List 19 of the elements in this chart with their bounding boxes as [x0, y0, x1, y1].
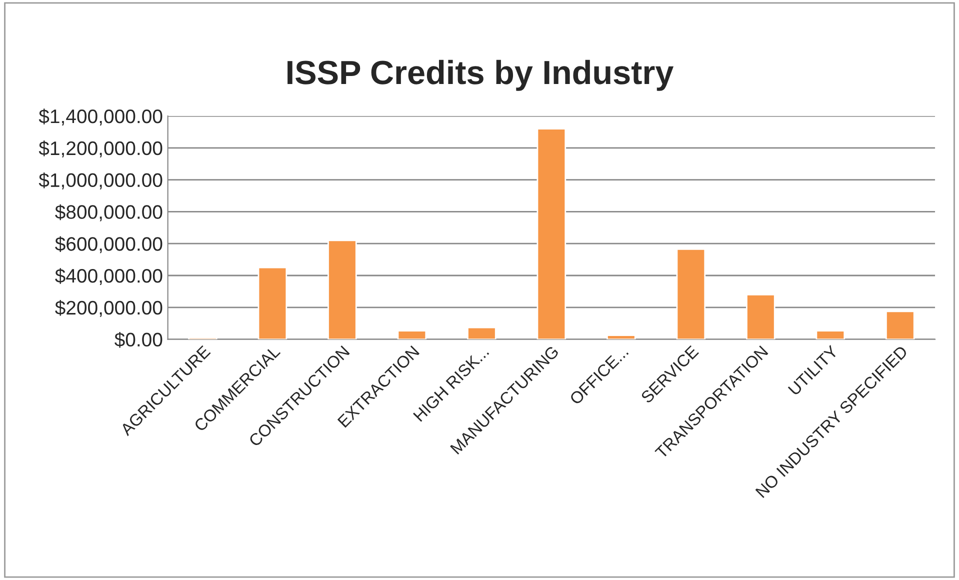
bar: [397, 330, 427, 340]
bar: [746, 294, 776, 340]
bar: [258, 266, 288, 340]
bar: [467, 326, 496, 340]
bar: [676, 248, 706, 340]
bar: [606, 334, 636, 340]
y-tick-label: $800,000.00: [55, 204, 162, 222]
y-tick-label: $200,000.00: [55, 300, 162, 317]
y-tick-label: $400,000.00: [55, 268, 162, 286]
y-tick-label: $1,200,000.00: [38, 140, 162, 158]
bar: [536, 128, 566, 340]
y-tick-label: $1,400,000.00: [38, 108, 162, 126]
chart-title: ISSP Credits by Industry: [288, 60, 674, 91]
bar: [328, 240, 357, 340]
y-tick-label: $0.00: [114, 332, 162, 348]
y-tick-label: $1,000,000.00: [38, 172, 162, 190]
y-tick-label: $600,000.00: [55, 236, 162, 254]
bar: [886, 310, 915, 340]
bar: [816, 330, 846, 340]
